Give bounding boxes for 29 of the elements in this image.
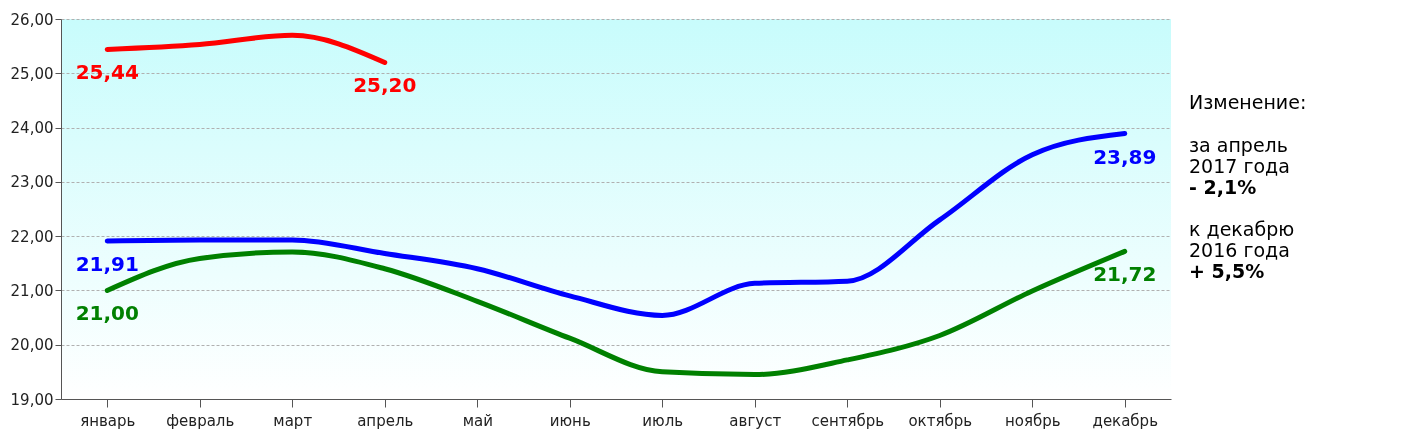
x-tick-label: декабрь [1092, 411, 1158, 430]
x-tick-label: июнь [549, 411, 591, 430]
x-tick-label: март [273, 411, 313, 430]
y-tick-label: 22,00 [10, 227, 54, 246]
x-tick-label: апрель [357, 411, 414, 430]
y-tick-label: 19,00 [10, 390, 54, 409]
data-label: 25,20 [353, 73, 417, 98]
data-label: 21,72 [1093, 262, 1157, 287]
data-label: 25,44 [75, 60, 139, 85]
x-tick-label: май [462, 411, 493, 430]
x-tick-label: октябрь [908, 411, 973, 430]
x-tick-label: август [729, 411, 782, 430]
y-tick-label: 20,00 [10, 336, 54, 355]
x-tick-label: январь [80, 411, 136, 430]
y-tick-label: 23,00 [10, 173, 54, 192]
y-tick-label: 26,00 [10, 10, 54, 29]
x-tick-label: сентябрь [811, 411, 885, 430]
x-tick-label: июль [642, 411, 684, 430]
text: к декабрю 2016 года + 5,5% [1189, 218, 1295, 283]
data-label: 21,00 [75, 301, 139, 326]
y-tick-label: 25,00 [10, 64, 54, 83]
data-label: 21,91 [75, 252, 139, 277]
data-label: 23,89 [1093, 144, 1157, 169]
y-tick-label: 24,00 [10, 119, 54, 138]
x-tick-label: февраль [166, 411, 235, 430]
text: Изменение: [1189, 91, 1307, 114]
x-tick-label: ноябрь [1004, 411, 1061, 430]
text: за апрель 2017 года - 2,1% [1189, 133, 1290, 198]
y-tick-label: 21,00 [10, 281, 54, 300]
